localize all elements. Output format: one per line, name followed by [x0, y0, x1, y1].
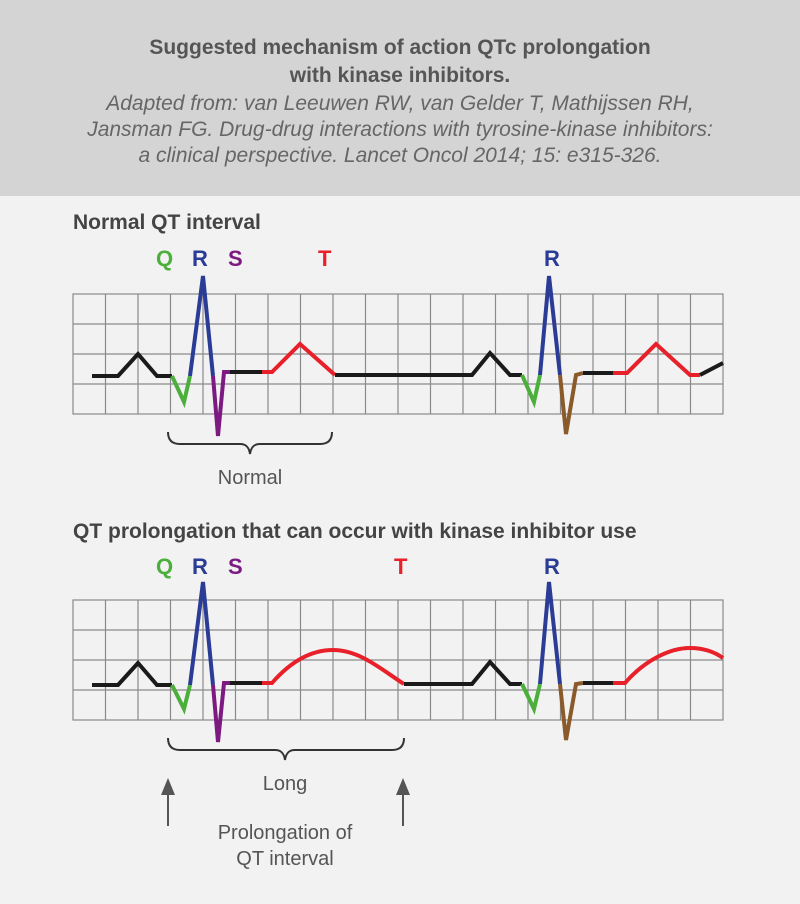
- normal-q2-wave: [520, 374, 542, 409]
- long-r-wave: [188, 581, 215, 686]
- normal-q-label: Q: [156, 246, 174, 271]
- normal-ecg-trace: [92, 275, 724, 437]
- header-banner: Suggested mechanism of action QTc prolon…: [0, 0, 800, 196]
- normal-t-label: T: [318, 246, 332, 271]
- long-baseline-p-wave: [92, 659, 172, 687]
- normal-panel-title: Normal QT interval: [73, 211, 261, 234]
- prolongation-annotation: Prolongation of QT interval: [217, 822, 353, 870]
- long-tp-segment: [404, 658, 522, 686]
- normal-r-label: R: [192, 246, 208, 271]
- citation: Adapted from: van Leeuwen RW, van Gelder…: [87, 92, 713, 167]
- long-t2-wave: [613, 645, 725, 685]
- normal-interval-brace: [167, 431, 333, 455]
- long-q2-wave: [520, 683, 542, 715]
- long-q-wave: [170, 684, 192, 715]
- long-panel-title: QT prolongation that can occur with kina…: [73, 520, 637, 543]
- normal-interval-label: Normal: [217, 467, 283, 489]
- normal-r2-label: R: [544, 246, 560, 271]
- long-r2-label: R: [544, 554, 560, 579]
- long-s-wave: [211, 681, 230, 743]
- figure-title: Suggested mechanism of action QTc prolon…: [149, 36, 651, 87]
- long-r-label: R: [192, 554, 208, 579]
- normal-r2-wave: [538, 275, 562, 376]
- normal-tail: [699, 361, 724, 377]
- arrow-up-icon: [161, 778, 175, 826]
- normal-t-wave: [262, 341, 337, 377]
- long-s2-wave: [558, 681, 584, 741]
- arrow-up-icon: [396, 778, 410, 826]
- normal-tp-segment: [335, 349, 522, 377]
- normal-s-wave: [211, 370, 230, 437]
- long-interval-label: Long: [262, 773, 308, 795]
- long-interval-brace: [167, 737, 405, 761]
- normal-q-wave: [170, 375, 192, 409]
- long-ecg-grid: [72, 599, 724, 721]
- normal-ecg-grid: [72, 293, 724, 415]
- long-ecg-trace: [92, 581, 725, 743]
- long-s-label: S: [228, 554, 243, 579]
- normal-r-wave: [188, 275, 215, 377]
- normal-baseline-p-wave: [92, 350, 172, 378]
- normal-s-label: S: [228, 246, 243, 271]
- long-t-wave: [262, 647, 406, 686]
- long-q-label: Q: [156, 554, 174, 579]
- normal-t2-wave: [613, 341, 700, 377]
- normal-s2-wave: [558, 371, 584, 435]
- long-t-label: T: [394, 554, 408, 579]
- long-r2-wave: [538, 581, 562, 685]
